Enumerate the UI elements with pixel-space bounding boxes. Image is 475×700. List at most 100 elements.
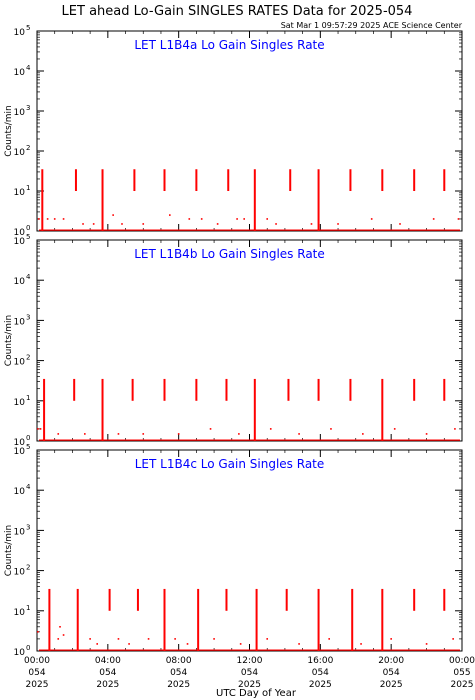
x-tick-label-doy: 054 bbox=[383, 668, 400, 678]
y-tick-label: 10 bbox=[14, 358, 26, 368]
y-tick-exponent: 3 bbox=[26, 523, 30, 531]
data-point bbox=[432, 218, 435, 220]
x-tick-label-time: 08:00 bbox=[166, 656, 192, 666]
data-point bbox=[57, 638, 60, 640]
data-point bbox=[337, 223, 339, 225]
generation-timestamp: Sat Mar 1 09:57:29 2025 ACE Science Cent… bbox=[281, 21, 463, 30]
y-axis-label: Counts/min bbox=[4, 315, 14, 366]
y-tick-label: 10 bbox=[14, 648, 26, 658]
data-point bbox=[399, 223, 401, 225]
data-point bbox=[188, 218, 191, 220]
data-point bbox=[425, 433, 428, 435]
y-tick-label: 10 bbox=[14, 108, 26, 118]
y-tick-exponent: 1 bbox=[26, 394, 30, 402]
x-tick-label-time: 16:00 bbox=[307, 656, 333, 666]
panel-title: LET L1B4a Lo Gain Singles Rate bbox=[134, 38, 324, 52]
data-point bbox=[62, 634, 65, 636]
data-point bbox=[310, 223, 313, 225]
y-tick-exponent: 2 bbox=[26, 564, 30, 572]
y-axis-label: Counts/min bbox=[4, 105, 14, 156]
chart-title: LET ahead Lo-Gain SINGLES RATES Data for… bbox=[62, 4, 413, 19]
data-point bbox=[57, 433, 60, 435]
y-tick-label: 10 bbox=[14, 317, 26, 327]
y-tick-exponent: 1 bbox=[26, 604, 30, 612]
y-axis-label: Counts/min bbox=[4, 525, 14, 576]
x-tick-label-time: 04:00 bbox=[95, 656, 121, 666]
data-point bbox=[454, 428, 456, 430]
y-tick-exponent: 0 bbox=[26, 224, 30, 232]
data-point bbox=[121, 223, 123, 225]
data-point bbox=[89, 638, 91, 640]
data-point bbox=[142, 433, 145, 435]
y-tick-exponent: 5 bbox=[26, 24, 30, 32]
data-point bbox=[46, 218, 49, 220]
x-tick-label-time: 12:00 bbox=[237, 656, 263, 666]
panel-title: LET L1B4c Lo Gain Singles Rate bbox=[135, 457, 325, 471]
x-tick-label-doy: 055 bbox=[453, 668, 470, 678]
data-point bbox=[275, 223, 277, 225]
data-point bbox=[37, 428, 39, 430]
data-point bbox=[266, 218, 269, 220]
x-tick-label-year: 2025 bbox=[309, 680, 332, 690]
data-point bbox=[53, 218, 56, 220]
y-tick-label: 10 bbox=[14, 188, 26, 198]
y-tick-label: 10 bbox=[14, 438, 26, 448]
y-tick-exponent: 3 bbox=[26, 313, 30, 321]
x-tick-label-doy: 054 bbox=[312, 668, 329, 678]
x-tick-label-year: 2025 bbox=[238, 680, 261, 690]
x-tick-label-doy: 054 bbox=[28, 668, 45, 678]
data-point bbox=[425, 643, 428, 645]
x-tick-label-year: 2025 bbox=[451, 680, 474, 690]
x-tick-label-year: 2025 bbox=[26, 680, 49, 690]
x-tick-label-doy: 054 bbox=[170, 668, 187, 678]
x-axis: 00:00 054 2025 04:00 054 2025 08:00 054 2025 12:0… bbox=[24, 656, 475, 690]
data-point bbox=[328, 638, 330, 640]
data-point bbox=[177, 433, 180, 435]
y-tick-label: 10 bbox=[14, 568, 26, 578]
y-tick-exponent: 4 bbox=[26, 273, 31, 281]
y-tick-exponent: 5 bbox=[26, 233, 30, 241]
data-point bbox=[238, 433, 240, 435]
x-tick-label-doy: 054 bbox=[241, 668, 258, 678]
y-tick-label: 10 bbox=[14, 447, 26, 457]
data-point bbox=[59, 625, 61, 628]
data-point bbox=[200, 218, 203, 220]
data-point bbox=[82, 223, 84, 225]
data-point bbox=[457, 218, 460, 220]
data-point bbox=[62, 218, 65, 220]
plot-frame bbox=[36, 239, 463, 442]
data-point bbox=[169, 214, 171, 216]
y-tick-label: 10 bbox=[14, 228, 26, 238]
y-tick-label: 10 bbox=[14, 608, 26, 618]
y-tick-label: 10 bbox=[14, 148, 26, 158]
y-tick-exponent: 4 bbox=[26, 483, 31, 491]
x-tick-label-time: 20:00 bbox=[378, 656, 404, 666]
data-point bbox=[239, 643, 242, 645]
data-point bbox=[174, 638, 176, 640]
y-tick-exponent: 2 bbox=[26, 354, 30, 362]
data-point bbox=[393, 428, 396, 430]
y-tick-label: 10 bbox=[14, 487, 26, 497]
data-point bbox=[128, 643, 130, 645]
data-point bbox=[330, 428, 332, 430]
y-tick-label: 10 bbox=[14, 68, 26, 78]
data-point bbox=[452, 638, 454, 640]
panel-title: LET L1B4b Lo Gain Singles Rate bbox=[134, 247, 325, 261]
data-point bbox=[39, 428, 42, 430]
data-point bbox=[213, 638, 215, 640]
data-point bbox=[92, 223, 95, 225]
y-tick-label: 10 bbox=[14, 398, 26, 408]
data-point bbox=[37, 218, 40, 220]
x-tick-label-time: 00:00 bbox=[449, 656, 475, 666]
y-tick-exponent: 3 bbox=[26, 104, 30, 112]
y-tick-exponent: 1 bbox=[26, 184, 30, 192]
x-tick-label-year: 2025 bbox=[167, 680, 190, 690]
x-axis-label: UTC Day of Year bbox=[216, 688, 297, 699]
data-point bbox=[236, 218, 238, 220]
x-tick-label-year: 2025 bbox=[380, 680, 403, 690]
data-point bbox=[216, 223, 219, 225]
